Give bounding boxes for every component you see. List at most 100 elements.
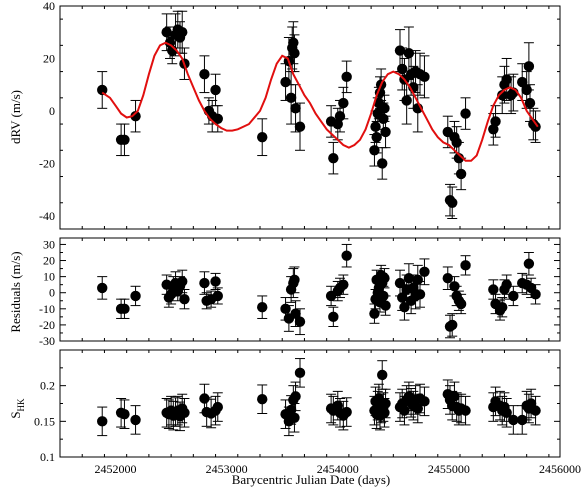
point-marker bbox=[341, 406, 352, 418]
point-marker bbox=[119, 134, 130, 145]
point-marker bbox=[379, 103, 390, 114]
data-point bbox=[199, 271, 210, 295]
point-marker bbox=[488, 284, 499, 295]
data-point bbox=[380, 295, 391, 316]
data-point bbox=[179, 398, 190, 428]
data-point bbox=[341, 397, 352, 427]
data-point bbox=[97, 71, 108, 109]
rv-y-tick-label: 0 bbox=[49, 104, 55, 118]
data-point bbox=[294, 358, 306, 388]
point-marker bbox=[177, 276, 188, 287]
residuals-y-tick-label: -20 bbox=[39, 318, 55, 332]
data-point bbox=[328, 306, 339, 328]
data-point bbox=[455, 157, 467, 191]
data-point bbox=[289, 403, 300, 433]
point-marker bbox=[199, 393, 210, 404]
data-point bbox=[288, 21, 299, 65]
x-tick-label: 2454000 bbox=[317, 462, 359, 476]
data-point bbox=[377, 360, 388, 390]
data-point bbox=[119, 123, 130, 157]
data-point bbox=[179, 289, 190, 310]
point-marker bbox=[280, 303, 291, 315]
point-marker bbox=[130, 290, 141, 302]
residuals-y-tick-label: 30 bbox=[43, 237, 55, 251]
point-marker bbox=[455, 298, 467, 310]
data-point bbox=[379, 268, 390, 289]
point-marker bbox=[501, 279, 512, 290]
residuals-y-tick-label: 20 bbox=[43, 254, 55, 268]
residuals-y-tick-label: -30 bbox=[39, 334, 55, 348]
point-marker bbox=[530, 121, 541, 132]
point-marker bbox=[378, 113, 389, 125]
point-marker bbox=[289, 412, 300, 423]
point-marker bbox=[380, 300, 391, 311]
data-point bbox=[212, 287, 223, 305]
y-axis-label-shk-main: S bbox=[8, 411, 23, 418]
data-point bbox=[210, 272, 221, 290]
point-marker bbox=[294, 121, 306, 132]
activity-y-tick-label: 0.1 bbox=[40, 450, 55, 464]
point-marker bbox=[460, 405, 471, 416]
data-point bbox=[257, 118, 268, 157]
point-marker bbox=[290, 308, 301, 319]
point-marker bbox=[419, 71, 430, 83]
point-marker bbox=[501, 407, 512, 418]
point-marker bbox=[289, 48, 300, 59]
rv-y-tick-label: 40 bbox=[43, 0, 55, 13]
point-marker bbox=[497, 302, 508, 313]
point-marker bbox=[199, 69, 210, 80]
point-marker bbox=[210, 84, 221, 96]
data-point bbox=[490, 105, 501, 138]
point-marker bbox=[257, 394, 268, 405]
point-marker bbox=[530, 405, 541, 416]
point-marker bbox=[403, 273, 415, 284]
point-marker bbox=[447, 197, 458, 208]
data-point bbox=[285, 71, 297, 125]
point-marker bbox=[530, 289, 541, 300]
shk-panel: 2452000 2453000 2454000 2455000 2456000 0.1 0.… bbox=[34, 349, 581, 476]
point-marker bbox=[338, 97, 349, 109]
point-marker bbox=[212, 290, 223, 302]
data-point bbox=[177, 10, 188, 54]
data-point bbox=[130, 405, 141, 435]
point-marker bbox=[130, 414, 141, 426]
point-marker bbox=[212, 113, 223, 125]
data-point bbox=[341, 243, 352, 268]
data-point bbox=[130, 285, 141, 307]
data-point bbox=[341, 60, 352, 94]
point-marker bbox=[412, 274, 423, 286]
point-marker bbox=[257, 131, 268, 143]
data-point bbox=[290, 300, 301, 328]
data-point bbox=[497, 297, 508, 318]
point-marker bbox=[460, 260, 471, 271]
activity-y-tick-label: 0.15 bbox=[34, 414, 55, 428]
point-marker bbox=[523, 61, 535, 72]
point-marker bbox=[414, 289, 426, 300]
data-point bbox=[530, 110, 541, 143]
rv-frame bbox=[59, 5, 561, 230]
data-point bbox=[380, 115, 391, 149]
point-marker bbox=[289, 274, 300, 286]
data-point bbox=[130, 99, 141, 133]
x-tick-label: 2455000 bbox=[428, 462, 470, 476]
data-point bbox=[290, 381, 301, 412]
point-marker bbox=[501, 74, 512, 85]
point-marker bbox=[380, 126, 391, 138]
point-marker bbox=[294, 367, 306, 379]
point-marker bbox=[328, 152, 339, 164]
rv-y-tick-label: -20 bbox=[39, 156, 55, 170]
data-point bbox=[257, 295, 268, 319]
rv-y-tick-label: -40 bbox=[39, 209, 55, 223]
data-point bbox=[414, 280, 426, 308]
data-point bbox=[212, 105, 223, 133]
point-marker bbox=[419, 396, 430, 407]
data-point bbox=[338, 274, 349, 295]
point-marker bbox=[97, 84, 108, 96]
point-marker bbox=[455, 168, 467, 180]
rv-panel: -40 -20 0 20 40 bbox=[39, 0, 561, 230]
data-point bbox=[379, 94, 390, 122]
data-point bbox=[294, 308, 306, 336]
data-point bbox=[419, 386, 430, 417]
residuals-frame bbox=[59, 237, 561, 342]
point-marker bbox=[285, 92, 297, 104]
